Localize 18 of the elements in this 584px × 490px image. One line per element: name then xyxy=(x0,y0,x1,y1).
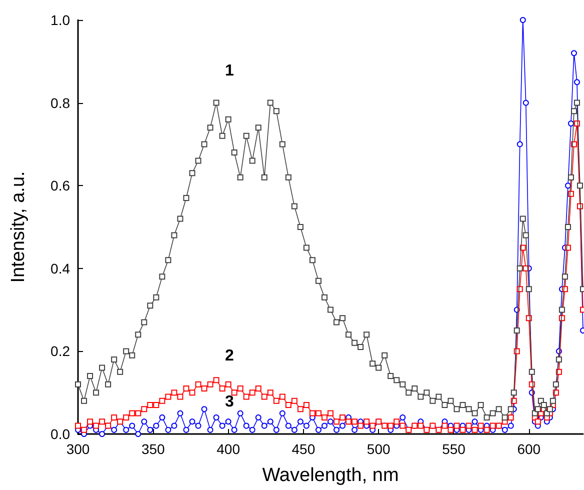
y-tick-label: 1.0 xyxy=(50,12,70,28)
x-tick-label: 550 xyxy=(442,441,466,457)
y-tick-label: 0.8 xyxy=(50,94,70,111)
y-tick-label: 0.0 xyxy=(50,426,70,442)
x-tick-label: 450 xyxy=(292,441,316,457)
annotation: 2 xyxy=(225,348,234,364)
y-tick-label: 0.4 xyxy=(50,260,70,276)
x-tick-label: 300 xyxy=(66,441,90,457)
annotation: 1 xyxy=(225,62,234,80)
x-tick-label: 600 xyxy=(517,441,541,457)
y-axis-title: Intensity, a.u. xyxy=(8,171,29,283)
x-tick-label: 350 xyxy=(141,441,166,457)
x-tick-label: 500 xyxy=(366,441,390,457)
x-tick-label: 400 xyxy=(216,441,240,457)
annotation: 3 xyxy=(225,394,234,410)
y-tick-label: 0.2 xyxy=(50,343,70,360)
y-tick-label: 0.6 xyxy=(50,178,70,194)
x-axis-title: Wavelength, nm xyxy=(262,465,399,486)
